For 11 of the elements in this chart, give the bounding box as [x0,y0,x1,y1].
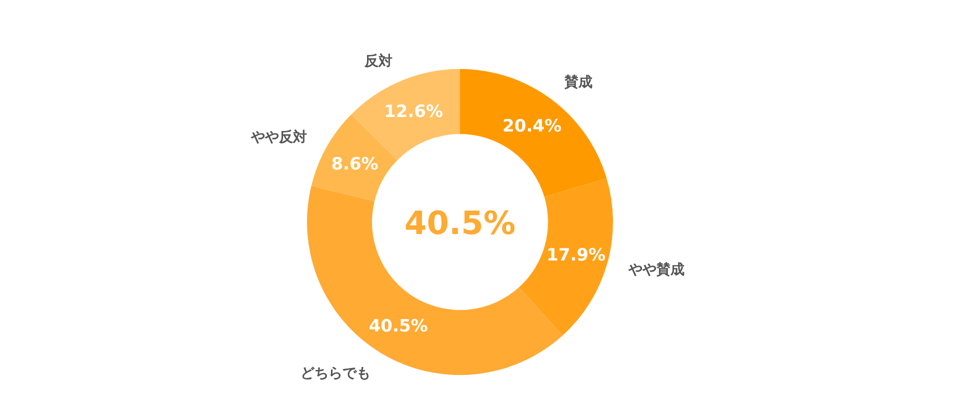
data-label: 8.6% [331,154,378,174]
data-label: 17.9% [546,246,606,266]
slice-label: どちらでも [300,365,370,382]
slice-label: 賛成 [564,74,593,91]
data-label: 12.6% [384,102,444,122]
text: 40.5% [404,204,516,242]
slice-label: 反対 [364,52,393,70]
data-label: 40.5% [368,316,428,337]
data-label: 20.4% [502,116,562,136]
slice-label: やや反対 [250,128,308,146]
slice-label: やや賛成 [628,262,685,278]
